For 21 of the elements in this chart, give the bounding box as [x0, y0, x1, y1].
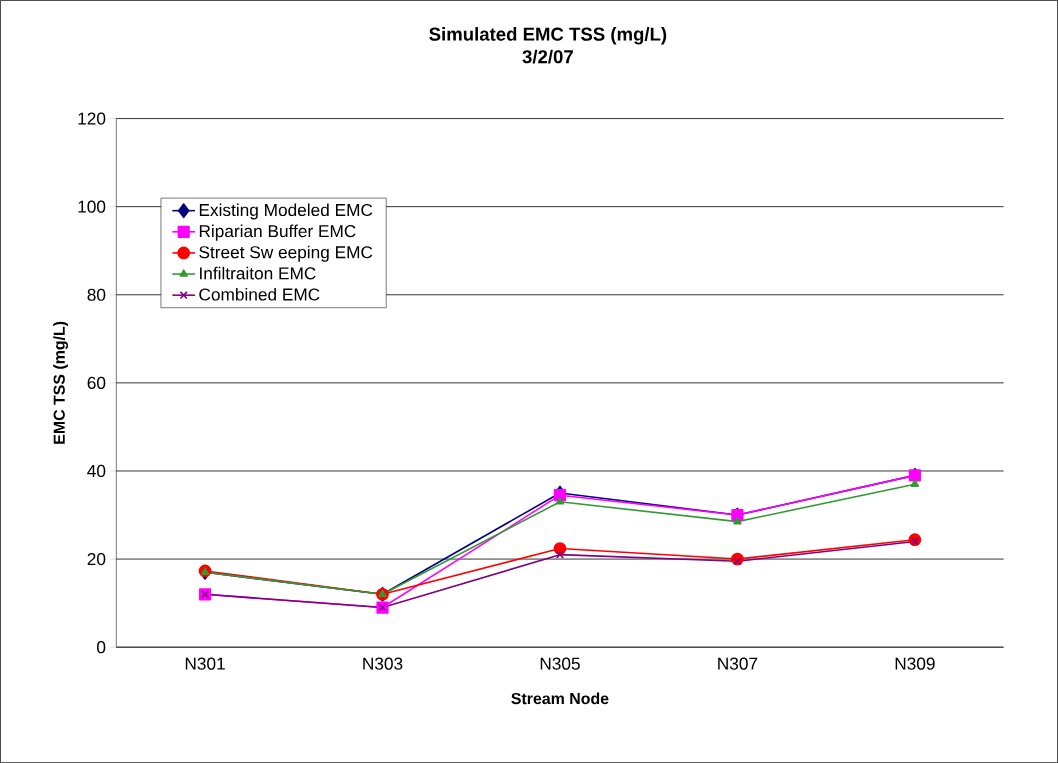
- legend-label: Combined EMC: [199, 287, 320, 301]
- x-axis-title: Stream Node: [511, 692, 609, 705]
- legend-label: Infiltraiton EMC: [200, 266, 316, 280]
- x-tick-label: N301: [185, 657, 225, 670]
- x-tick-label: N303: [363, 657, 403, 670]
- y-tick-label: 80: [87, 288, 106, 301]
- chart-title: Simulated EMC TSS (mg/L): [429, 27, 667, 45]
- legend-label: Existing Modeled EMC: [199, 203, 373, 220]
- y-tick-label: 0: [97, 641, 106, 654]
- y-tick-label: 60: [87, 376, 106, 389]
- y-tick-label: 120: [78, 112, 106, 125]
- legend-label: Riparian Buffer EMC: [199, 224, 356, 241]
- y-tick-label: 40: [87, 464, 106, 478]
- y-axis-title: EMC TSS (mg/L): [53, 321, 69, 444]
- y-tick-label: 20: [87, 552, 106, 566]
- x-tick-label: N307: [718, 657, 758, 670]
- chart-subtitle: 3/2/07: [522, 49, 573, 64]
- x-tick-label: N309: [895, 657, 935, 670]
- y-tick-label: 100: [78, 200, 106, 213]
- legend-label: Street Sw eeping EMC: [199, 245, 373, 262]
- x-tick-label: N305: [540, 657, 580, 670]
